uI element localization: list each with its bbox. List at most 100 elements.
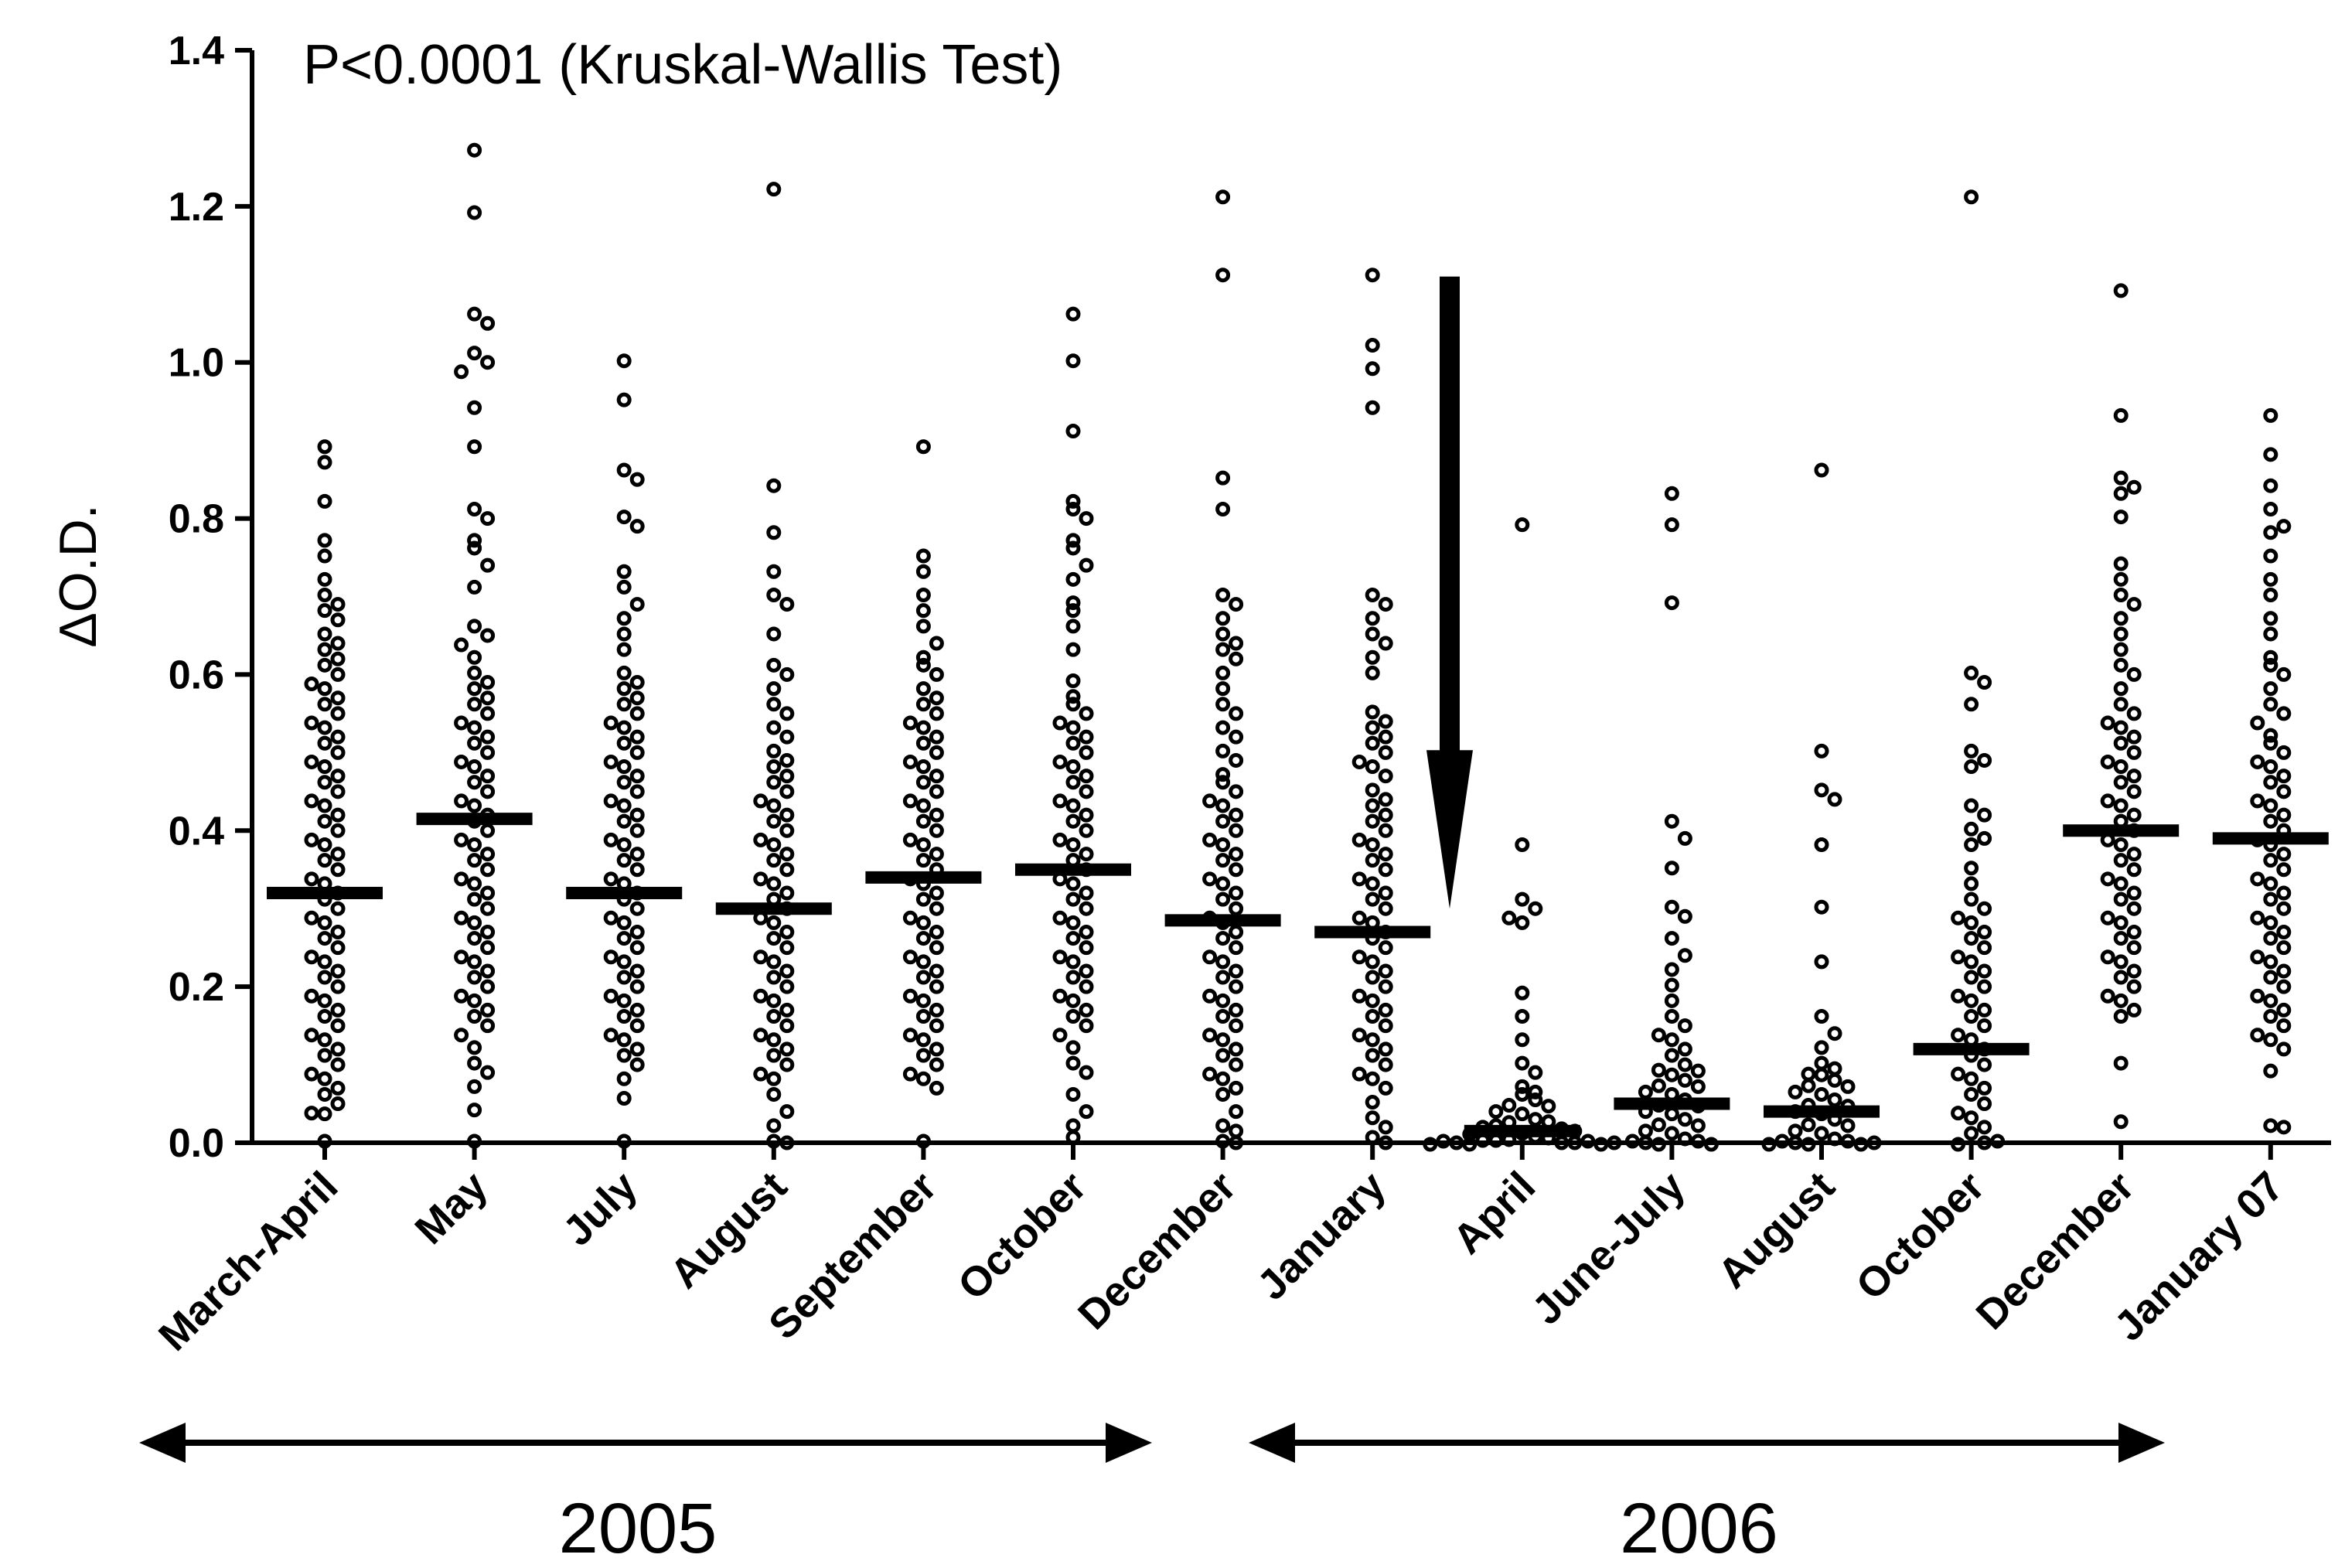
data-point	[2126, 940, 2142, 956]
data-point	[1840, 1079, 1856, 1094]
data-point	[603, 715, 619, 731]
data-point	[1964, 876, 1979, 891]
data-point	[480, 690, 496, 706]
data-point	[779, 769, 795, 784]
data-point	[2126, 885, 2142, 901]
data-point	[2276, 745, 2292, 760]
data-point	[304, 910, 319, 925]
data-point	[317, 1086, 332, 1102]
data-point	[467, 1103, 482, 1118]
data-point	[1215, 993, 1231, 1008]
data-point	[467, 891, 482, 907]
data-point	[467, 142, 482, 158]
data-point	[2263, 571, 2279, 587]
category-label: July	[554, 1163, 646, 1255]
data-point	[779, 924, 795, 939]
data-point	[1229, 1080, 1244, 1096]
y-tick-label: 1.2	[169, 185, 224, 230]
data-point	[1664, 962, 1679, 977]
data-point	[929, 769, 944, 784]
data-points	[304, 142, 2292, 1152]
data-point	[1964, 970, 1979, 985]
data-point	[1365, 361, 1380, 377]
data-point	[1951, 1137, 1966, 1152]
data-point	[480, 823, 496, 838]
data-point	[2263, 478, 2279, 493]
data-point	[766, 1032, 782, 1048]
data-point	[1840, 1133, 1856, 1149]
data-point	[317, 548, 332, 564]
data-point	[467, 876, 482, 891]
data-point	[629, 901, 645, 916]
data-point	[779, 963, 795, 979]
data-point	[2263, 626, 2279, 642]
data-point	[779, 752, 795, 768]
data-point	[1202, 793, 1218, 809]
data-point	[1365, 626, 1380, 642]
data-point	[1065, 1009, 1081, 1024]
data-point	[1365, 588, 1380, 602]
data-point	[467, 306, 482, 322]
data-point	[929, 1041, 944, 1057]
data-point	[1528, 1112, 1543, 1127]
data-point	[1229, 1057, 1244, 1072]
data-point	[2113, 611, 2129, 626]
data-point	[616, 697, 632, 712]
data-point	[1977, 963, 1992, 979]
data-point	[330, 597, 346, 612]
data-point	[2100, 910, 2115, 925]
data-point	[929, 1018, 944, 1034]
data-point	[915, 657, 931, 673]
data-point	[1664, 1106, 1679, 1122]
category-label: May	[406, 1163, 496, 1253]
y-axis-label: ΔO.D.	[49, 504, 107, 647]
data-point	[1593, 1137, 1609, 1152]
data-point	[1065, 720, 1081, 735]
data-point	[1065, 1086, 1081, 1102]
data-point	[1664, 931, 1679, 946]
data-point	[2250, 988, 2265, 1004]
data-point	[1378, 862, 1393, 878]
data-point	[317, 970, 332, 985]
data-point	[2276, 666, 2292, 682]
data-point	[1365, 1048, 1380, 1063]
data-point	[1065, 1118, 1081, 1133]
category-label: August	[1709, 1163, 1844, 1297]
data-point	[1977, 830, 1992, 846]
data-point	[1202, 1066, 1218, 1082]
data-point	[1964, 189, 1979, 205]
data-point	[1351, 754, 1367, 769]
data-point	[766, 681, 782, 697]
data-point	[1079, 784, 1094, 799]
data-point	[766, 697, 782, 712]
year-label: 2005	[559, 1489, 717, 1568]
data-point	[1664, 993, 1679, 1008]
data-point	[1079, 511, 1094, 527]
data-point	[1065, 424, 1081, 439]
data-point	[2113, 556, 2129, 571]
data-point	[616, 915, 632, 930]
data-point	[2113, 891, 2129, 907]
data-point	[480, 315, 496, 331]
data-point	[1065, 689, 1081, 704]
data-point	[1365, 268, 1380, 283]
data-point	[317, 735, 332, 751]
data-point	[1079, 807, 1094, 823]
data-point	[1964, 1126, 1979, 1141]
data-point	[753, 793, 769, 809]
data-point	[1365, 704, 1380, 720]
data-point	[2276, 862, 2292, 878]
data-point	[2113, 571, 2129, 587]
data-point	[779, 706, 795, 721]
data-point	[1215, 767, 1231, 782]
data-point	[2263, 798, 2279, 813]
data-point	[915, 564, 931, 579]
data-point	[454, 871, 469, 887]
data-point	[1065, 993, 1081, 1008]
data-point	[1065, 735, 1081, 751]
data-point	[330, 1080, 346, 1096]
data-point	[766, 970, 782, 985]
data-point	[2263, 525, 2279, 540]
data-point	[2126, 1002, 2142, 1017]
data-point	[915, 603, 931, 619]
